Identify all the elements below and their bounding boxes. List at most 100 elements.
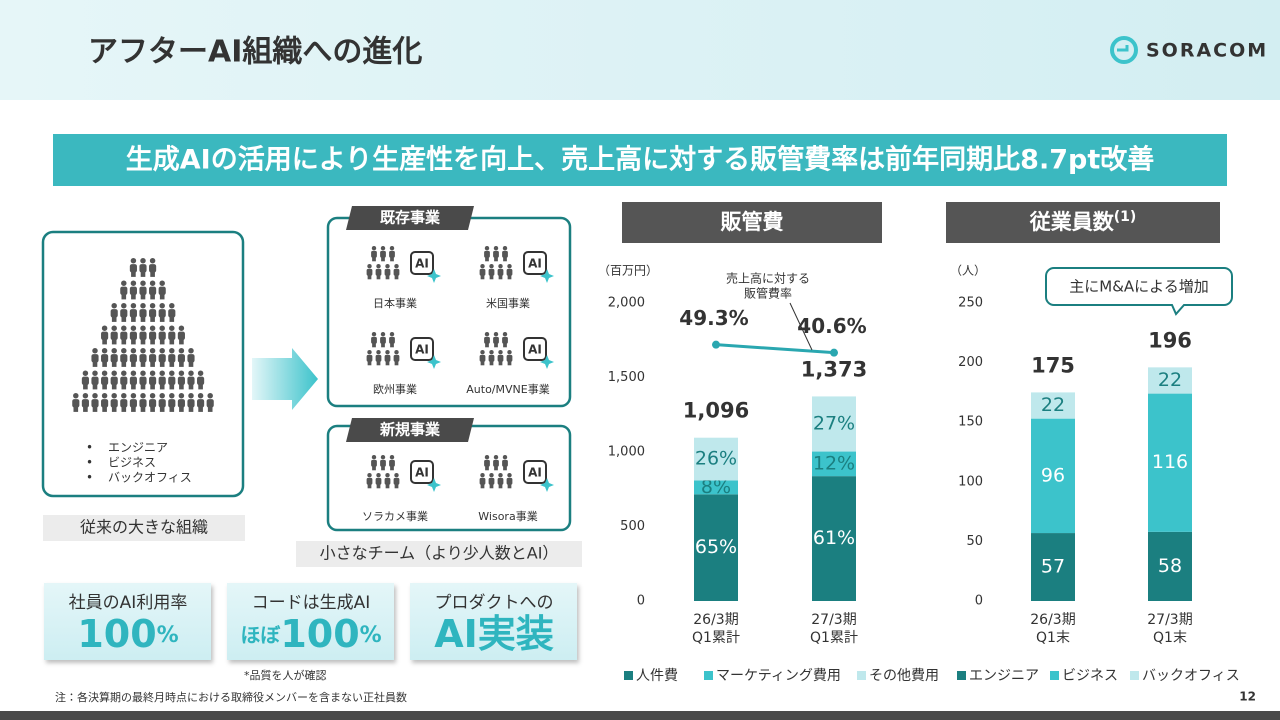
person-body: [149, 264, 157, 273]
bar-segment: [1148, 531, 1192, 601]
person-legs: [394, 483, 399, 489]
existing-tab: [346, 206, 474, 230]
person-body: [497, 354, 504, 362]
person-head: [121, 393, 127, 399]
kpi-value: AI実装: [434, 612, 554, 656]
person-legs: [385, 360, 390, 366]
ai-badge: [410, 460, 434, 484]
unit-label: 日本事業: [373, 296, 417, 310]
pyramid: [72, 258, 214, 412]
person-legs: [390, 342, 394, 348]
person-body: [389, 459, 395, 467]
y-tick-label: 200: [958, 355, 983, 370]
legend-swatch: [1050, 671, 1059, 680]
person-legs: [121, 383, 127, 390]
person-body: [101, 331, 109, 340]
person-head: [159, 370, 165, 376]
total-label: 196: [1148, 328, 1192, 352]
person-head: [480, 264, 485, 269]
person-head: [130, 393, 137, 399]
person-body: [168, 376, 176, 385]
person-body: [488, 354, 495, 362]
person-legs: [83, 405, 88, 412]
person-head: [385, 264, 390, 269]
person-body: [493, 250, 499, 258]
person-head: [207, 393, 213, 399]
ai-badge-text: AI: [528, 343, 542, 357]
person-legs: [150, 360, 155, 367]
existing-box: [326, 216, 572, 408]
person-body: [506, 268, 513, 276]
person-legs: [159, 293, 165, 300]
person-legs: [150, 405, 155, 412]
person-body: [187, 354, 195, 363]
banner: [53, 134, 1227, 186]
person-head: [385, 473, 390, 478]
person-legs: [390, 256, 394, 262]
person-legs: [198, 405, 203, 412]
person-head: [101, 325, 108, 331]
person-body: [139, 264, 147, 273]
person-legs: [489, 274, 494, 280]
banner-text: 生成AIの活用により生産性を向上、売上高に対する販管費率は前年同期比8.7pt改…: [126, 144, 1154, 176]
person-head: [140, 348, 146, 354]
person-legs: [507, 360, 512, 366]
person-legs: [480, 274, 485, 280]
person-head: [188, 370, 194, 376]
total-label: 1,096: [683, 399, 749, 423]
person-head: [169, 393, 175, 399]
value-label: 61%: [813, 527, 855, 549]
kpi-unit: %: [157, 623, 179, 648]
person-head: [169, 303, 175, 309]
kpi-value: 100: [280, 612, 359, 656]
bullet-text: ビジネス: [108, 456, 156, 470]
ratio-line: [715, 343, 835, 355]
x-tick-line: 27/3期: [1147, 612, 1192, 628]
person-body: [129, 331, 137, 340]
person-legs: [381, 342, 385, 348]
value-label: 27%: [813, 412, 855, 434]
kpi-label: コードは生成AI: [252, 593, 371, 613]
person-legs: [92, 405, 98, 412]
total-label: 1,373: [801, 357, 867, 381]
person-body: [149, 309, 157, 318]
person-body: [149, 399, 157, 408]
bar-segment: [1031, 418, 1075, 534]
value-label: 12%: [813, 452, 855, 474]
person-legs: [385, 483, 390, 489]
person-body: [110, 309, 118, 318]
person-body: [497, 477, 504, 485]
logo: SORACOM: [1110, 36, 1266, 64]
person-body: [375, 268, 382, 276]
person-head: [376, 350, 381, 355]
legend-label: エンジニア: [969, 668, 1039, 684]
team-icon: AI: [366, 246, 441, 283]
bar-segment: [812, 396, 856, 452]
person-body: [493, 336, 499, 344]
bullet: •: [86, 456, 93, 470]
person-legs: [140, 270, 146, 277]
person-head: [130, 258, 137, 264]
person-head: [101, 348, 108, 354]
person-body: [380, 336, 386, 344]
person-legs: [367, 274, 372, 280]
person-legs: [480, 360, 485, 366]
person-head: [371, 332, 377, 337]
person-legs: [503, 342, 507, 348]
person-body: [129, 376, 137, 385]
unit-label: Wisora事業: [478, 510, 537, 523]
value-label: 58: [1158, 555, 1182, 577]
person-head: [101, 393, 108, 399]
kpi-unit: %: [360, 623, 382, 648]
kpi-value: ほぼ100%: [240, 612, 381, 656]
person-head: [140, 303, 146, 309]
person-body: [177, 331, 185, 340]
person-body: [380, 459, 386, 467]
sparkle: [427, 355, 441, 369]
person-head: [371, 246, 377, 251]
person-legs: [121, 360, 127, 367]
person-legs: [376, 274, 381, 280]
team-icon: AI: [366, 332, 441, 369]
y-unit: （百万円）: [598, 264, 658, 278]
